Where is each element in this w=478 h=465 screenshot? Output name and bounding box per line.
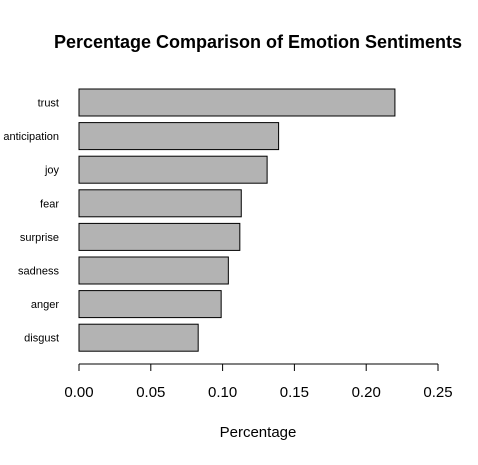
bar-anger [78,290,222,319]
x-tick-label-5: 0.25 [423,384,452,401]
category-label-fear: fear [40,198,59,210]
x-tick-label-4: 0.20 [352,384,381,401]
x-tick-label-1: 0.05 [136,384,165,401]
bar-surprise [78,222,241,251]
category-label-disgust: disgust [24,333,59,345]
bar-joy [78,155,268,184]
chart-title: Percentage Comparison of Emotion Sentime… [54,32,462,52]
category-label-anger: anger [31,299,59,311]
bars-group [78,88,396,352]
x-axis-title: Percentage [220,424,297,441]
bar-disgust [78,323,199,352]
bar-sadness [78,256,229,285]
x-axis: 0.00 0.05 0.10 0.15 0.20 0.25 [64,363,453,401]
category-label-surprise: surprise [20,232,59,244]
x-tick-label-0: 0.00 [64,384,93,401]
bar-trust [78,88,396,117]
category-label-trust: trust [38,98,59,110]
category-labels: trust anticipation joy fear surprise sadness a… [3,98,59,345]
category-label-joy: joy [44,165,60,177]
category-label-sadness: sadness [18,266,59,278]
bar-anticipation [78,122,280,151]
x-tick-label-2: 0.10 [208,384,237,401]
x-tick-label-3: 0.15 [280,384,309,401]
bar-fear [78,189,242,218]
category-label-anticipation: anticipation [3,131,59,143]
